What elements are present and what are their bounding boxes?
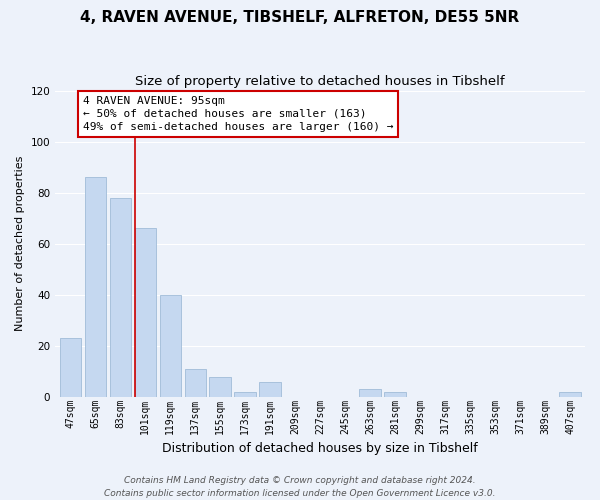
Bar bbox=[134, 228, 156, 397]
Bar bbox=[559, 392, 581, 397]
Bar bbox=[185, 369, 206, 397]
Title: Size of property relative to detached houses in Tibshelf: Size of property relative to detached ho… bbox=[135, 75, 505, 88]
Bar bbox=[59, 338, 81, 397]
Text: 4, RAVEN AVENUE, TIBSHELF, ALFRETON, DE55 5NR: 4, RAVEN AVENUE, TIBSHELF, ALFRETON, DE5… bbox=[80, 10, 520, 25]
Bar bbox=[359, 390, 380, 397]
Text: 4 RAVEN AVENUE: 95sqm
← 50% of detached houses are smaller (163)
49% of semi-det: 4 RAVEN AVENUE: 95sqm ← 50% of detached … bbox=[83, 96, 393, 132]
Bar bbox=[235, 392, 256, 397]
Text: Contains HM Land Registry data © Crown copyright and database right 2024.
Contai: Contains HM Land Registry data © Crown c… bbox=[104, 476, 496, 498]
Bar bbox=[160, 295, 181, 397]
Bar bbox=[259, 382, 281, 397]
Bar bbox=[385, 392, 406, 397]
Bar bbox=[110, 198, 131, 397]
Bar bbox=[85, 178, 106, 397]
Bar bbox=[209, 376, 231, 397]
Y-axis label: Number of detached properties: Number of detached properties bbox=[15, 156, 25, 332]
X-axis label: Distribution of detached houses by size in Tibshelf: Distribution of detached houses by size … bbox=[162, 442, 478, 455]
